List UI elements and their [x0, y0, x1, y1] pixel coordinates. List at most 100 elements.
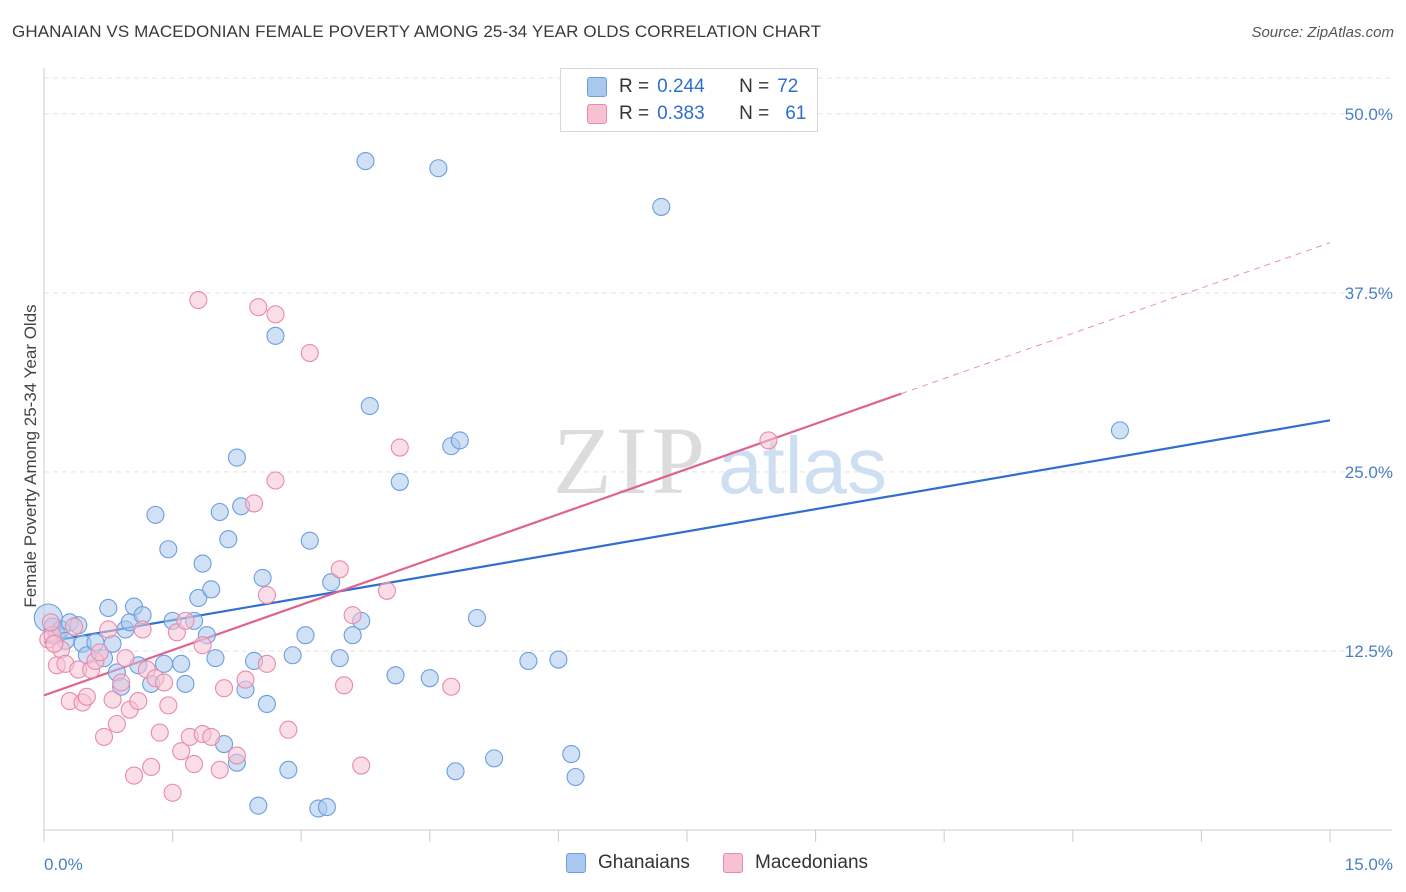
- data-point-macedonians: [759, 431, 778, 450]
- data-point-macedonians: [300, 343, 319, 363]
- data-point-ghanaians: [330, 649, 349, 668]
- data-points: [33, 152, 1130, 818]
- data-point-ghanaians: [283, 646, 302, 665]
- trend-line-extension-macedonians: [901, 242, 1331, 395]
- legend-r-value: 0.244: [657, 76, 705, 97]
- data-point-ghanaians: [420, 669, 439, 688]
- data-point-ghanaians: [159, 540, 178, 559]
- data-point-ghanaians: [189, 588, 208, 608]
- data-point-macedonians: [133, 620, 152, 639]
- data-point-ghanaians: [519, 651, 538, 671]
- data-point-macedonians: [377, 581, 396, 600]
- data-point-ghanaians: [485, 749, 504, 768]
- data-point-macedonians: [210, 760, 229, 779]
- data-point-macedonians: [150, 723, 169, 742]
- data-point-ghanaians: [356, 152, 375, 171]
- data-point-macedonians: [103, 690, 122, 709]
- data-point-ghanaians: [549, 650, 568, 669]
- watermark-atlas: atlas: [718, 421, 887, 510]
- data-point-ghanaians: [193, 554, 212, 573]
- data-point-ghanaians: [360, 396, 379, 416]
- legend-label-ghanaians: Ghanaians: [598, 852, 690, 873]
- data-point-ghanaians: [257, 694, 276, 714]
- legend-n-value: 61: [785, 103, 807, 124]
- data-point-macedonians: [184, 755, 204, 774]
- axes: [43, 68, 1392, 842]
- data-point-ghanaians: [390, 472, 409, 491]
- data-point-macedonians: [64, 617, 84, 636]
- legend-row-ghanaians: R = 0.244 N = 72: [587, 75, 798, 99]
- data-point-ghanaians: [566, 767, 585, 787]
- data-point-ghanaians: [467, 608, 487, 628]
- data-point-macedonians: [335, 676, 354, 695]
- data-point-macedonians: [343, 606, 362, 625]
- data-point-macedonians: [442, 677, 461, 696]
- y-tick-label: 50.0%: [1345, 105, 1393, 124]
- data-point-ghanaians: [386, 666, 405, 685]
- data-point-ghanaians: [296, 626, 315, 645]
- data-point-macedonians: [266, 471, 285, 490]
- legend-swatch-macedonians: [723, 853, 743, 873]
- data-point-ghanaians: [99, 598, 118, 618]
- data-point-ghanaians: [227, 448, 246, 467]
- data-point-ghanaians: [562, 745, 581, 764]
- data-point-ghanaians: [176, 674, 195, 693]
- x-tick-label: 15.0%: [1345, 855, 1393, 874]
- data-point-macedonians: [77, 687, 96, 706]
- data-point-macedonians: [41, 613, 60, 632]
- legend-row-macedonians: R = 0.383 N = 61: [587, 102, 806, 126]
- data-point-macedonians: [266, 305, 285, 324]
- data-point-macedonians: [244, 494, 264, 513]
- data-point-ghanaians: [322, 573, 341, 592]
- legend-swatch-ghanaians: [566, 853, 586, 873]
- legend-item-ghanaians[interactable]: Ghanaians: [566, 852, 690, 874]
- legend-swatch-ghanaians: [587, 77, 607, 97]
- data-point-ghanaians: [249, 796, 268, 815]
- data-point-ghanaians: [446, 762, 465, 781]
- data-point-macedonians: [159, 696, 178, 715]
- data-point-macedonians: [330, 560, 349, 579]
- data-point-ghanaians: [253, 568, 272, 587]
- data-point-macedonians: [90, 643, 109, 662]
- data-point-macedonians: [236, 670, 255, 689]
- data-point-ghanaians: [210, 502, 229, 522]
- data-point-macedonians: [390, 438, 409, 457]
- trend-line-ghanaians: [43, 419, 1331, 644]
- data-point-macedonians: [99, 620, 118, 639]
- source-credit: Source: ZipAtlas.com: [1251, 24, 1394, 41]
- y-tick-label: 37.5%: [1345, 284, 1393, 303]
- correlation-legend: R = 0.244 N = 72 R = 0.383 N = 61: [560, 68, 818, 132]
- data-point-ghanaians: [279, 760, 298, 779]
- data-point-macedonians: [124, 766, 144, 785]
- data-point-macedonians: [193, 636, 212, 655]
- data-point-macedonians: [189, 290, 208, 310]
- legend-n-label: N =: [739, 103, 770, 124]
- watermark-zip: ZIP: [553, 407, 709, 514]
- data-point-macedonians: [202, 727, 221, 746]
- x-tick-label: 0.0%: [44, 855, 83, 874]
- data-point-macedonians: [107, 714, 126, 734]
- trend-line-macedonians: [43, 392, 902, 697]
- legend-swatch-macedonians: [587, 104, 607, 124]
- chart-title: GHANAIAN VS MACEDONIAN FEMALE POVERTY AM…: [12, 22, 822, 41]
- data-point-macedonians: [116, 649, 135, 668]
- data-point-macedonians: [257, 586, 276, 605]
- legend-label-macedonians: Macedonians: [755, 852, 869, 873]
- legend-r-label: R =: [619, 103, 650, 124]
- data-point-macedonians: [227, 746, 246, 765]
- data-point-ghanaians: [266, 326, 285, 345]
- data-point-macedonians: [257, 654, 276, 673]
- trend-lines: [43, 242, 1331, 697]
- series-legend: Ghanaians Macedonians: [0, 852, 1406, 878]
- data-point-ghanaians: [317, 798, 336, 817]
- legend-r-value: 0.383: [657, 103, 705, 124]
- data-point-macedonians: [112, 673, 131, 692]
- tick-labels: 12.5% 25.0% 37.5% 50.0% 0.0% 15.0% Female Pove…: [21, 105, 1393, 874]
- data-point-ghanaians: [652, 197, 671, 216]
- legend-r-label: R =: [619, 76, 650, 97]
- data-point-ghanaians: [172, 654, 191, 673]
- legend-item-macedonians[interactable]: Macedonians: [723, 852, 868, 874]
- data-point-ghanaians: [429, 159, 448, 178]
- gridlines: [44, 77, 1392, 652]
